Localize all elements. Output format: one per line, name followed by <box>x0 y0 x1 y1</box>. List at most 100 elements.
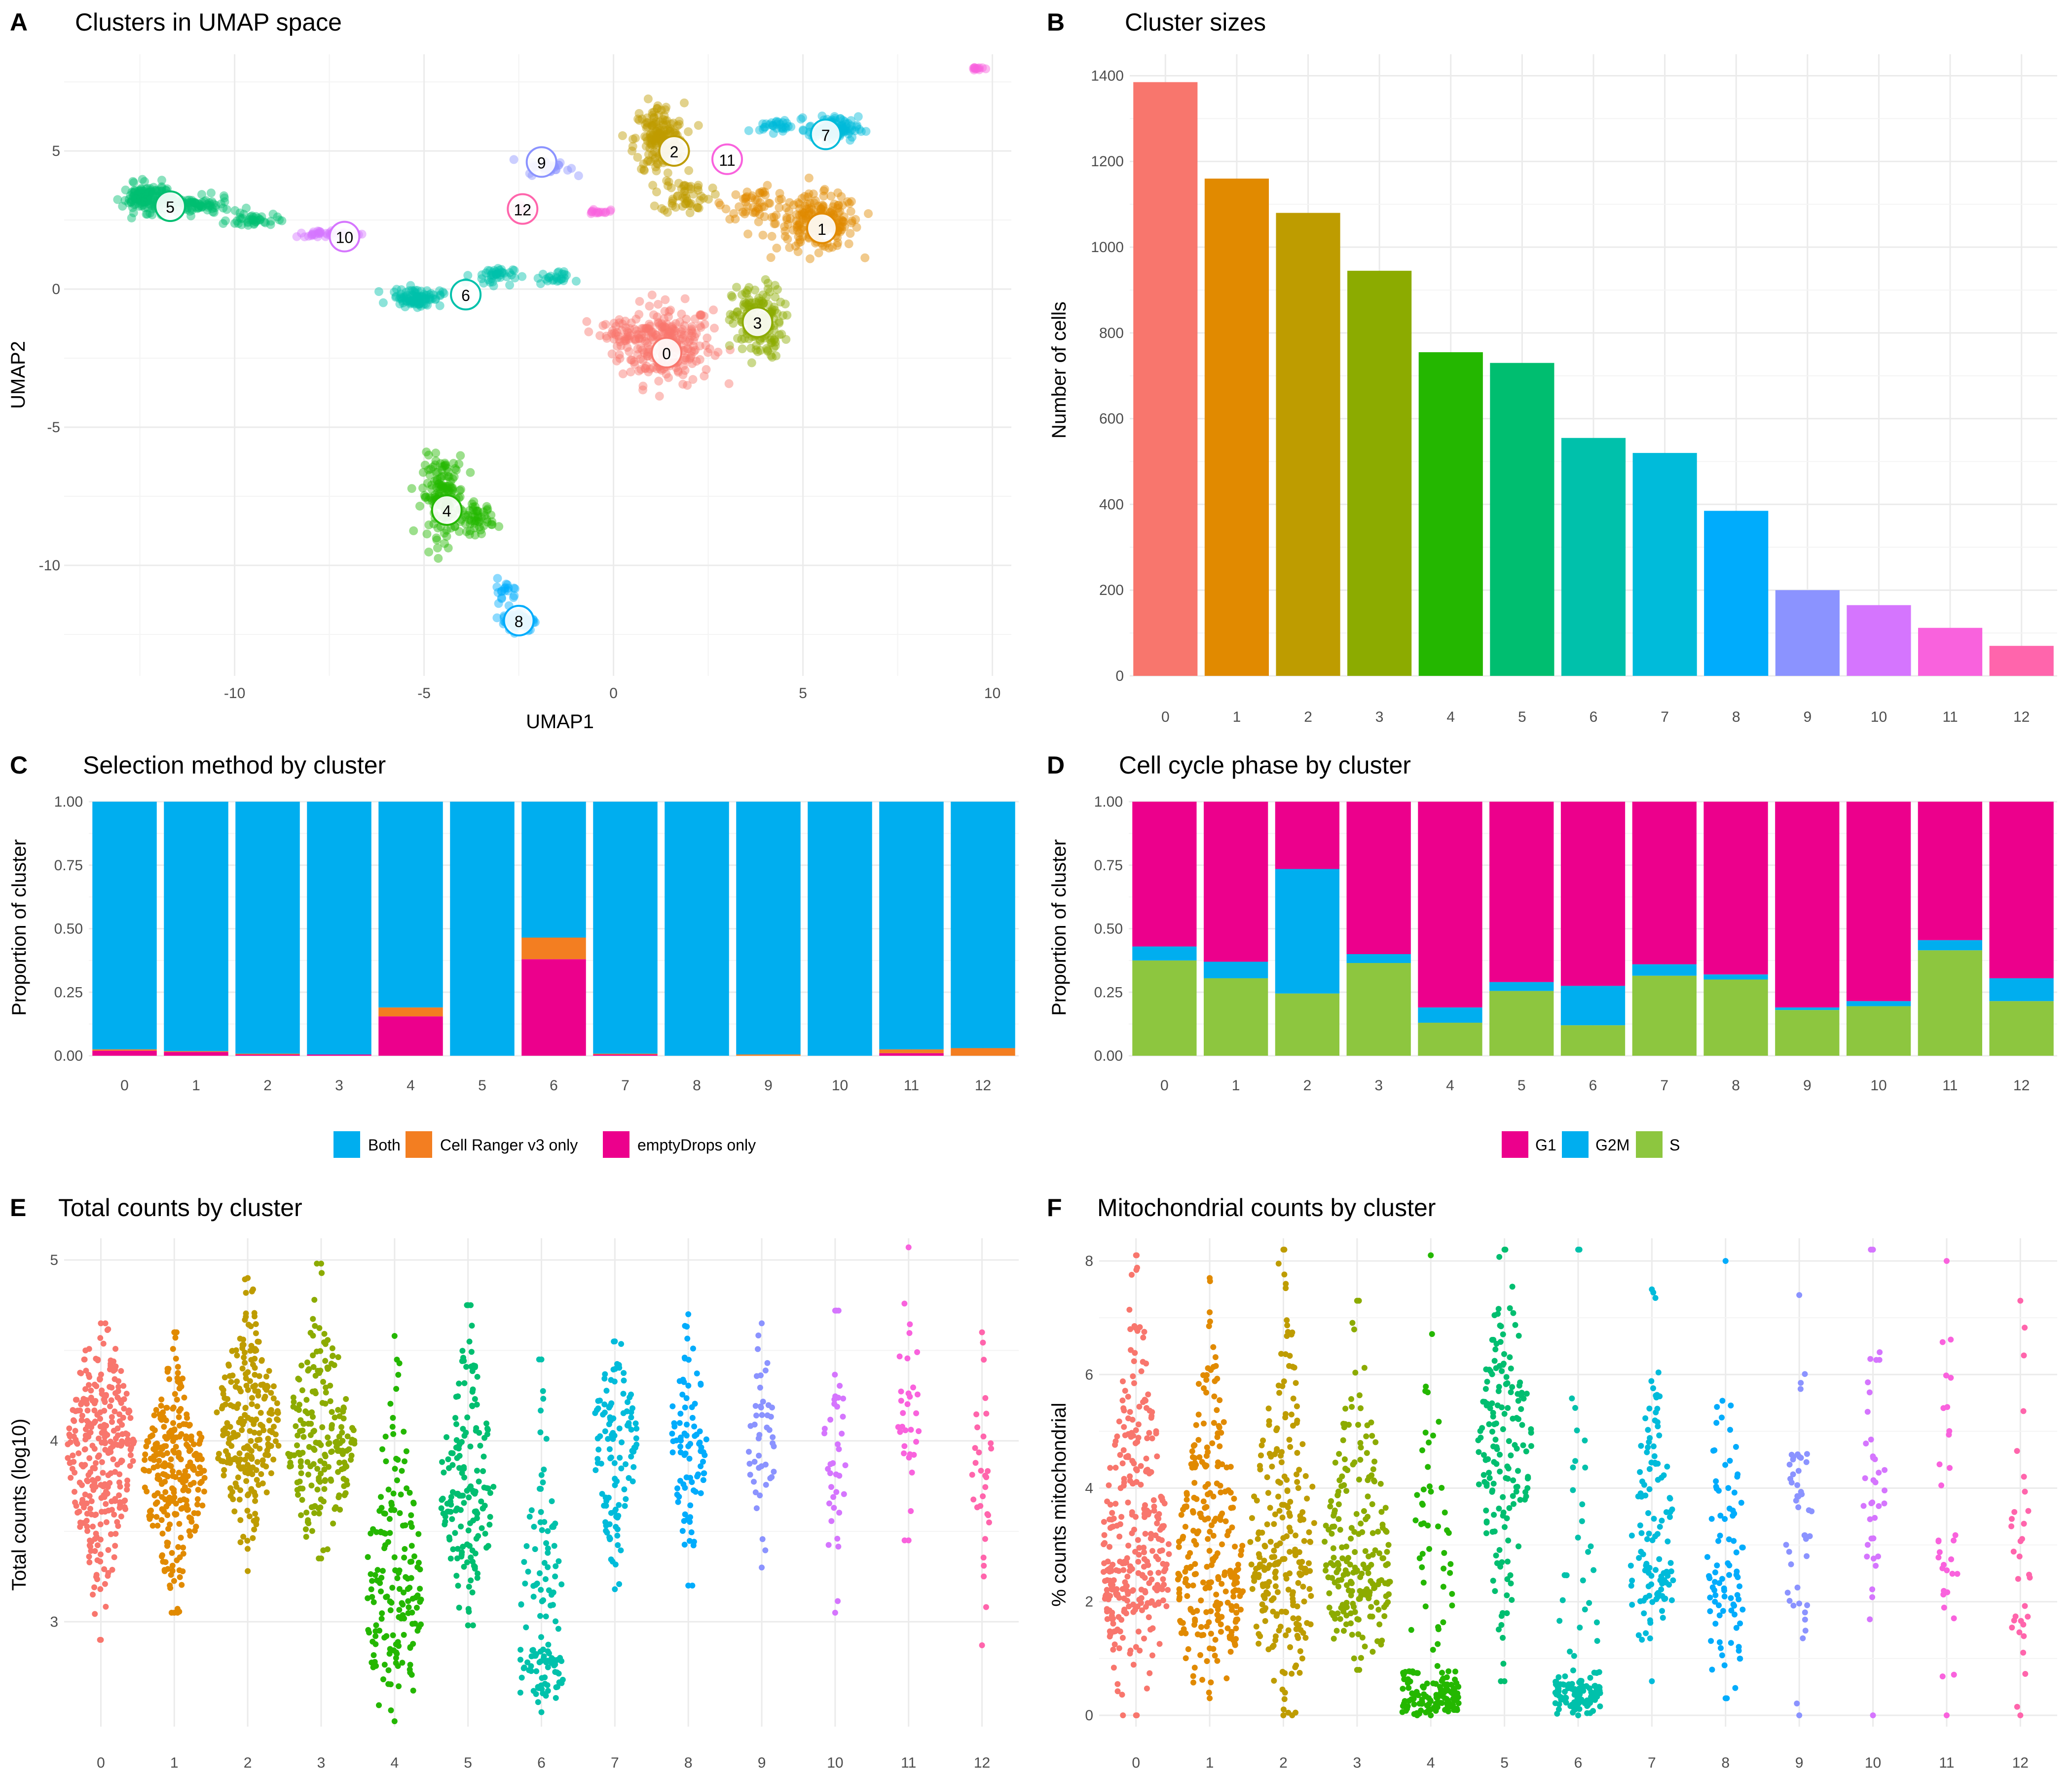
x-tick-label: 0 <box>1161 709 1170 725</box>
swarm-point <box>676 1493 682 1500</box>
swarm-point <box>517 1657 523 1663</box>
umap-point <box>683 381 692 390</box>
swarm-point <box>1264 1474 1270 1480</box>
swarm-point <box>1253 1565 1259 1572</box>
umap-point <box>710 324 719 333</box>
swarm-point <box>1231 1495 1237 1502</box>
swarm-point <box>1130 1373 1136 1379</box>
swarm-point <box>386 1651 393 1657</box>
umap-point <box>697 310 706 319</box>
swarm-point <box>1100 1569 1107 1575</box>
umap-point <box>647 328 656 337</box>
swarm-point <box>1299 1655 1305 1662</box>
swarm-point <box>370 1664 376 1670</box>
swarm-point <box>480 1505 486 1512</box>
swarm-point <box>687 1502 694 1509</box>
swarm-point <box>1369 1530 1376 1536</box>
swarm-point <box>100 1340 107 1347</box>
swarm-point-min <box>1280 1712 1287 1718</box>
umap-point <box>509 593 518 602</box>
umap-point <box>617 326 627 335</box>
swarm-point <box>607 1536 613 1543</box>
umap-point <box>846 136 855 145</box>
swarm-point <box>972 1445 978 1451</box>
swarm-point <box>226 1436 233 1442</box>
swarm-point <box>454 1546 461 1552</box>
y-tick-label: 400 <box>1099 496 1124 513</box>
umap-point <box>662 116 671 125</box>
umap-point <box>157 182 166 191</box>
umap-point <box>741 193 751 202</box>
swarm-point <box>314 1486 321 1493</box>
umap-point <box>138 175 147 184</box>
umap-point <box>641 333 650 342</box>
legend-swatch-emptydrops <box>603 1131 629 1158</box>
swarm-point <box>178 1506 185 1512</box>
swarm-point <box>1381 1613 1388 1619</box>
umap-point <box>844 239 853 249</box>
swarm-point <box>1145 1600 1151 1606</box>
umap-point <box>687 324 697 333</box>
bar-segment-7-s <box>1632 975 1697 1056</box>
umap-point <box>708 184 717 193</box>
swarm-point <box>241 1354 247 1361</box>
swarm-point <box>1154 1520 1160 1526</box>
umap-point <box>666 327 675 336</box>
swarm-point <box>318 1442 324 1448</box>
swarm-point <box>1275 1559 1281 1566</box>
swarm-point <box>162 1559 169 1565</box>
umap-point <box>780 222 789 231</box>
bar-cluster-3 <box>1347 270 1412 676</box>
swarm-point <box>486 1521 493 1528</box>
umap-point <box>651 134 661 144</box>
swarm-point <box>376 1702 382 1708</box>
swarm-point <box>242 1444 249 1451</box>
swarm-point <box>1192 1616 1198 1623</box>
swarm-point <box>250 1383 257 1390</box>
panel-f-title: Mitochondrial counts by cluster <box>1097 1194 1436 1221</box>
swarm-point <box>90 1591 96 1598</box>
swarm-point <box>988 1445 995 1452</box>
swarm-point <box>165 1540 171 1546</box>
cluster-label-2: 2 <box>670 143 679 161</box>
umap-point <box>653 132 662 141</box>
swarm-point <box>465 1606 472 1612</box>
swarm-point <box>465 1527 472 1534</box>
umap-point <box>686 351 696 361</box>
swarm-point <box>1118 1514 1125 1520</box>
swarm-point <box>239 1427 245 1433</box>
swarm-point <box>1101 1532 1108 1538</box>
swarm-point <box>249 1288 255 1295</box>
swarm-point <box>379 1446 386 1452</box>
swarm-point <box>771 1469 777 1475</box>
x-tick-label: 5 <box>1518 709 1526 725</box>
umap-point <box>668 325 677 334</box>
swarm-point <box>225 1363 232 1369</box>
swarm-point <box>611 1460 618 1466</box>
umap-point <box>680 194 689 203</box>
bar-segment-6-s <box>1560 1025 1626 1056</box>
umap-point <box>676 329 686 338</box>
swarm-point <box>1121 1407 1127 1414</box>
swarm-point <box>388 1599 395 1606</box>
umap-point <box>804 210 813 220</box>
swarm-point <box>1157 1548 1163 1554</box>
swarm-point <box>348 1452 355 1459</box>
swarm-point <box>236 1496 243 1503</box>
umap-point <box>424 547 434 556</box>
swarm-point <box>1249 1586 1256 1592</box>
swarm-point <box>1302 1473 1309 1479</box>
swarm-point <box>612 1482 618 1488</box>
x-tick-label: 3 <box>317 1755 326 1771</box>
umap-point <box>741 197 750 207</box>
swarm-point <box>103 1501 109 1507</box>
swarm-point <box>833 1489 840 1495</box>
umap-point <box>678 202 687 211</box>
swarm-point <box>969 1472 975 1478</box>
swarm-point <box>266 1417 272 1424</box>
bar-segment-2-emptydrops-only <box>235 1054 300 1056</box>
umap-point <box>770 302 779 312</box>
swarm-point <box>321 1466 328 1473</box>
swarm-point <box>163 1405 170 1411</box>
swarm-point <box>161 1567 168 1573</box>
